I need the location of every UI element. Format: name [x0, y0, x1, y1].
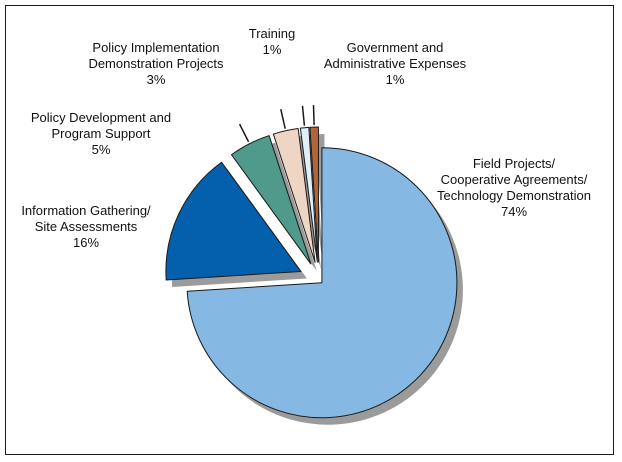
slice-label-line: Policy Implementation [92, 40, 219, 55]
leader-lines [238, 105, 315, 143]
pie-slice [272, 128, 316, 263]
slice-label-line: Training [249, 26, 295, 41]
slice-label-line: Cooperative Agreements/ [441, 172, 588, 187]
slice-label-line: Program Support [52, 126, 151, 141]
slice-percent: 1% [263, 42, 282, 57]
slice-percent: 1% [386, 72, 405, 87]
pie-slice [186, 147, 458, 419]
slice-label-line: Technology Demonstration [437, 188, 591, 203]
leader-line [312, 105, 315, 126]
slice-label-line: Site Assessments [35, 219, 138, 234]
slice-label: Government and Administrative Expenses 1% [324, 40, 467, 87]
slices [165, 126, 458, 419]
slice-label-line: Field Projects/ [473, 156, 556, 171]
slice-label: Field Projects/Cooperative Agreements/Te… [437, 156, 591, 219]
pie-slice [230, 135, 312, 265]
slice-label-line: Demonstration Projects [88, 56, 224, 71]
leader-line [301, 105, 306, 126]
slice-label-line: Administrative Expenses [324, 56, 467, 71]
slice-percent: 74% [501, 204, 527, 219]
slice-label-line: Information Gathering/ [21, 203, 151, 218]
leader-line [280, 109, 286, 129]
slice-label-line: Policy Development and [31, 110, 171, 125]
slice-label: Policy Implementation Demonstration Proje… [88, 40, 224, 87]
pie-slice [165, 161, 302, 281]
slice-percent: 3% [147, 72, 166, 87]
slice-labels: Field Projects/Cooperative Agreements/Te… [21, 26, 591, 250]
slice-label-line: Government and [347, 40, 444, 55]
slice-label: Policy Development and Program Support 5% [31, 110, 171, 157]
slice-percent: 16% [73, 235, 99, 250]
slice-label: Information Gathering/Site Assessments 16… [21, 203, 151, 250]
pie-slice [299, 126, 318, 263]
leader-line [238, 123, 250, 143]
slice-percent: 5% [92, 142, 111, 157]
pie-slice [309, 126, 319, 263]
slice-label: Training 1% [249, 26, 295, 57]
